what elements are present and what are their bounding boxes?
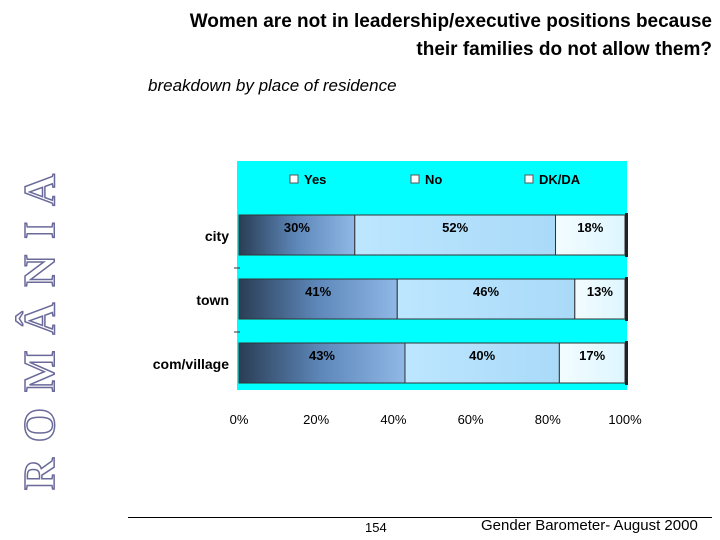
legend-swatch-dkda	[524, 174, 534, 184]
data-label: 13%	[587, 284, 613, 299]
chart-title: Women are not in leadership/executive po…	[100, 8, 712, 64]
bar-segment-no	[396, 278, 576, 320]
data-label: 18%	[577, 220, 603, 235]
data-label: 30%	[284, 220, 310, 235]
bar-segment-yes	[238, 342, 406, 384]
footer-source: Gender Barometer- August 2000	[481, 517, 698, 534]
footer-divider	[128, 517, 712, 518]
legend-label: No	[425, 172, 442, 187]
x-tick-label: 40%	[380, 412, 406, 427]
bar-shadow	[625, 213, 628, 257]
data-label: 43%	[309, 348, 335, 363]
legend-swatch-no	[410, 174, 420, 184]
bar-shadow	[625, 277, 628, 321]
x-tick-label: 100%	[608, 412, 642, 427]
category-label: city	[205, 228, 229, 244]
chart-subtitle: breakdown by place of residence	[148, 76, 397, 95]
bar-segment-dkda	[574, 278, 626, 320]
bar-shadow	[625, 341, 628, 385]
category-label: town	[196, 292, 229, 308]
bar-segment-dkda	[558, 342, 626, 384]
category-label: com/village	[153, 356, 229, 372]
data-label: 52%	[442, 220, 468, 235]
bar-segment-yes	[238, 278, 398, 320]
bar-segment-no	[404, 342, 560, 384]
legend-label: Yes	[304, 172, 326, 187]
x-tick-label: 60%	[458, 412, 484, 427]
page-number: 154	[365, 520, 387, 535]
x-tick-label: 80%	[535, 412, 561, 427]
data-label: 17%	[579, 348, 605, 363]
data-label: 40%	[469, 348, 495, 363]
data-label: 41%	[305, 284, 331, 299]
x-tick-label: 20%	[303, 412, 329, 427]
x-tick-label: 0%	[230, 412, 249, 427]
chart-title-line-2: their families do not allow them?	[416, 39, 712, 60]
data-label: 46%	[473, 284, 499, 299]
legend-label: DK/DA	[539, 172, 581, 187]
legend-swatch-yes	[289, 174, 299, 184]
bar-segment-yes	[238, 214, 356, 256]
bar-segment-no	[354, 214, 557, 256]
chart-title-line-1: Women are not in leadership/executive po…	[189, 11, 712, 32]
